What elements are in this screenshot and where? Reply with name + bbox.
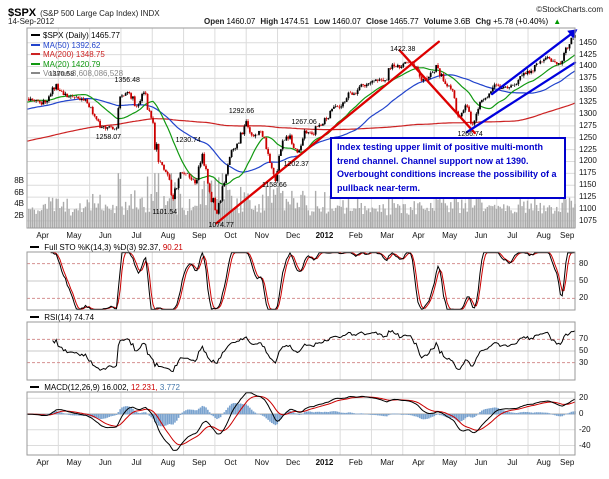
- legend-label: MA(200): [43, 50, 76, 59]
- quote-label: High: [260, 17, 279, 26]
- macd-hist-value: 3.772: [159, 383, 180, 392]
- sto-series-group: [50, 250, 575, 311]
- legend-row: MA(200) 1348.75: [31, 50, 123, 60]
- macd-series-group: [26, 392, 576, 451]
- chart-date: 14-Sep-2012: [8, 17, 55, 26]
- legend-value: 1420.79: [71, 59, 101, 69]
- quote-value: +5.78 (+0.40%): [493, 17, 549, 26]
- legend-row: Volume 3,608,086,528: [31, 69, 123, 79]
- quote-value: 1460.07: [226, 17, 256, 26]
- candlesticks-group: [27, 35, 576, 215]
- change-up-arrow-icon: ▲: [553, 17, 562, 26]
- chart-header: $SPX (S&P 500 Large Cap Index) INDX ©Stoc…: [8, 3, 603, 19]
- copyright: ©StockCharts.com: [536, 5, 603, 14]
- quote-value: 3.6B: [454, 17, 471, 26]
- quote-label: Low: [314, 17, 331, 26]
- quote-line: Open 1460.07 High 1474.51 Low 1460.07 Close 146…: [204, 17, 561, 26]
- symbol-name: (S&P 500 Large Cap Index) INDX: [40, 9, 160, 18]
- legend-value: 1392.62: [71, 40, 101, 50]
- macd-value: 16.002,: [102, 383, 129, 392]
- quote-label: Close: [366, 17, 388, 26]
- quote-label: Open: [204, 17, 225, 26]
- legend-value: 3,608,086,528: [71, 69, 124, 78]
- legend-row: MA(50) 1392.62: [31, 41, 123, 51]
- legend-swatch-icon: [31, 62, 40, 65]
- macd-legend-swatch-icon: [30, 386, 39, 388]
- quote-value: 1460.07: [332, 17, 361, 26]
- sto-d-value: 90.21: [162, 243, 183, 252]
- legend-value: 1465.77: [91, 31, 120, 40]
- panel-borders-group: [26, 27, 576, 456]
- legend-swatch-icon: [31, 72, 40, 74]
- annotation-text: Index testing upper limit of positive mu…: [337, 142, 557, 193]
- legend-swatch-icon: [31, 34, 40, 36]
- quote-label: Volume: [423, 17, 453, 26]
- legend-label: Volume: [43, 69, 72, 78]
- legend-label: MA(50): [43, 40, 72, 50]
- legend-swatch-icon: [31, 53, 40, 55]
- rsi-panel-title: RSI(14) 74.74: [30, 313, 94, 322]
- rsi-legend-swatch-icon: [30, 316, 39, 318]
- quote-value: 1465.77: [389, 17, 419, 26]
- legend-value: 1348.75: [75, 50, 105, 59]
- price-legend: $SPX (Daily) 1465.77 MA(50) 1392.62 MA(200…: [31, 31, 123, 79]
- sto-legend-swatch-icon: [30, 246, 39, 248]
- trend-lines-group: [215, 29, 578, 225]
- symbol: $SPX: [8, 7, 37, 19]
- legend-label: MA(20): [43, 59, 72, 69]
- rsi-title-label: RSI(14): [44, 313, 72, 322]
- sto-panel-title: Full STO %K(14,3) %D(3) 92.37, 90.21: [30, 243, 183, 252]
- quote-value: 1474.51: [280, 17, 310, 26]
- rsi-series-group: [52, 329, 576, 373]
- macd-panel-title: MACD(12,26,9) 16.002, 12.231, 3.772: [30, 383, 180, 392]
- legend-row: MA(20) 1420.79: [31, 60, 123, 70]
- legend-row: $SPX (Daily) 1465.77: [31, 31, 123, 41]
- quote-header: 14-Sep-2012 Open 1460.07 High 1474.51 Low 146…: [8, 17, 603, 27]
- quote-label: Chg: [475, 17, 492, 26]
- legend-label: $SPX (Daily): [43, 31, 92, 40]
- annotation-box: Index testing upper limit of positive mu…: [330, 137, 566, 199]
- legend-swatch-icon: [31, 43, 40, 46]
- macd-signal-value: 12.231,: [130, 383, 158, 392]
- rsi-value: 74.74: [74, 313, 95, 322]
- macd-title-label: MACD(12,26,9): [44, 383, 100, 392]
- volume-bars-group: [28, 173, 576, 228]
- sto-k-value: 92.37,: [138, 243, 161, 252]
- sto-title-label: Full STO %K(14,3) %D(3): [44, 243, 137, 252]
